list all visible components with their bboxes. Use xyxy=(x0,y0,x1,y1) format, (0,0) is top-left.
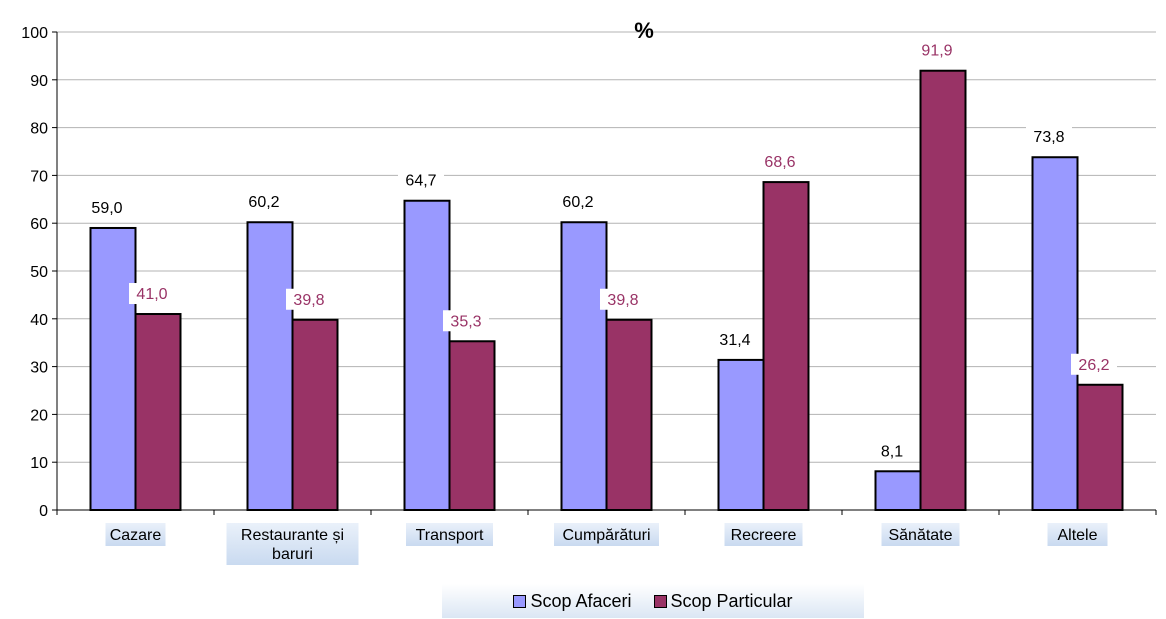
legend-item-afaceri: Scop Afaceri xyxy=(513,590,632,612)
bar-afaceri xyxy=(403,199,451,511)
value-label-bg xyxy=(84,196,130,218)
bar-particular xyxy=(448,340,496,511)
y-tick-label: 0 xyxy=(39,503,48,520)
bar-afaceri xyxy=(717,358,765,511)
y-axis-ticks: 0 10 20 30 40 50 60 70 80 90 100 xyxy=(21,25,1157,520)
value-label: 39,8 xyxy=(607,292,638,309)
value-label: 8,1 xyxy=(881,443,903,460)
value-label: 73,8 xyxy=(1033,129,1064,146)
value-label-bg xyxy=(600,288,646,310)
x-tick-label: Transport xyxy=(416,527,484,544)
x-tick-label: Recreere xyxy=(731,527,797,544)
x-label-bg xyxy=(554,523,659,546)
legend-label-afaceri: Scop Afaceri xyxy=(530,590,632,611)
value-label-bg xyxy=(555,191,601,213)
value-label: 26,2 xyxy=(1078,357,1109,374)
x-tick-label: Cumpărături xyxy=(562,527,650,544)
value-label-bg xyxy=(443,310,489,332)
legend-label-particular: Scop Particular xyxy=(670,590,793,611)
value-label-bg xyxy=(712,328,758,350)
y-tick-label: 20 xyxy=(30,407,48,424)
x-tick-label: Altele xyxy=(1057,527,1097,544)
value-label: 59,0 xyxy=(91,200,122,217)
value-label: 60,2 xyxy=(562,194,593,211)
y-tick-label: 10 xyxy=(30,455,48,472)
bars xyxy=(89,69,1124,512)
bar-particular xyxy=(134,313,182,511)
y-tick-label: 50 xyxy=(30,264,48,281)
bar-afaceri xyxy=(874,470,922,512)
legend-swatch-afaceri xyxy=(513,594,527,608)
value-label: 64,7 xyxy=(405,173,436,190)
x-tick-label: Sănătate xyxy=(888,527,952,544)
x-tick-label: Cazare xyxy=(110,527,162,544)
x-label-bg xyxy=(406,523,493,546)
bar-particular xyxy=(605,318,653,512)
y-tick-label: 40 xyxy=(30,312,48,329)
bar-particular xyxy=(919,69,967,512)
value-label-bg xyxy=(398,169,444,191)
value-label: 60,2 xyxy=(248,194,279,211)
value-label: 41,0 xyxy=(136,286,167,303)
x-axis-labels: Cazare Restaurante și baruri Transport Cumpă… xyxy=(110,527,1098,563)
y-tick-label: 90 xyxy=(30,73,48,90)
value-label: 39,8 xyxy=(293,292,324,309)
bar-particular xyxy=(762,181,810,511)
value-label: 68,6 xyxy=(764,154,795,171)
y-tick-label: 30 xyxy=(30,360,48,377)
legend-swatch-particular xyxy=(653,594,667,608)
value-labels: 59,0 60,2 64,7 60,2 31,4 8,1 73,8 41,0 39,8 35,3 3… xyxy=(84,39,1117,462)
y-tick-label: 80 xyxy=(30,121,48,138)
chart-title: % xyxy=(634,18,654,43)
value-label-bg xyxy=(757,151,803,173)
bar-particular xyxy=(1076,383,1124,512)
value-label-bg xyxy=(286,288,332,310)
value-label-bg xyxy=(241,191,287,213)
y-tick-label: 70 xyxy=(30,168,48,185)
x-tick-label: Restaurante și xyxy=(241,527,344,544)
y-tick-label: 100 xyxy=(21,25,48,42)
value-label: 35,3 xyxy=(450,313,481,330)
value-label-bg xyxy=(129,283,175,305)
x-label-bg xyxy=(881,523,960,546)
bar-afaceri xyxy=(89,226,137,511)
bar-afaceri xyxy=(560,221,608,512)
bar-afaceri xyxy=(1031,156,1079,511)
value-label-bg xyxy=(1026,126,1072,148)
x-label-bg xyxy=(105,523,166,546)
bar-afaceri xyxy=(246,221,294,512)
bar-particular xyxy=(291,318,339,512)
value-label: 31,4 xyxy=(719,332,750,349)
value-label: 91,9 xyxy=(921,43,952,60)
x-tick-label: baruri xyxy=(272,546,313,563)
value-label-bg xyxy=(914,39,960,61)
value-label-bg xyxy=(873,440,911,462)
legend-item-particular: Scop Particular xyxy=(653,590,793,612)
y-tick-label: 60 xyxy=(30,216,48,233)
x-label-bg xyxy=(1047,523,1108,546)
category-label-backgrounds xyxy=(105,523,1108,565)
legend: Scop Afaceri Scop Particular xyxy=(442,584,864,618)
value-label-bg xyxy=(1071,353,1117,375)
x-label-bg xyxy=(226,523,359,565)
x-label-bg xyxy=(724,523,803,546)
